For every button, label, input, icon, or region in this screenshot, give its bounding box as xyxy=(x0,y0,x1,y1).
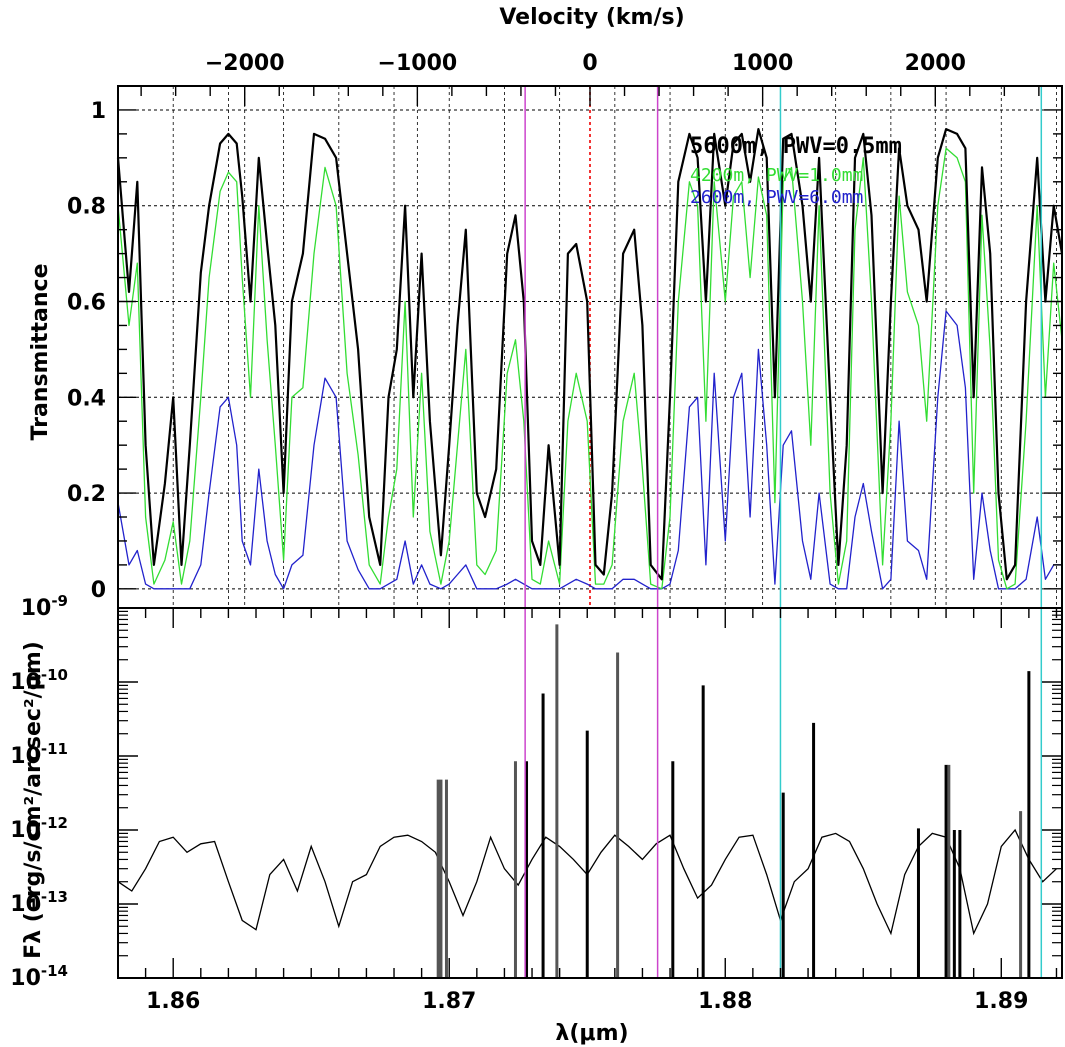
wavelength-tick-label: 1.86 xyxy=(146,989,200,1014)
flux-tick-label: 10-13 xyxy=(10,888,68,917)
series-line-5600m xyxy=(116,128,1064,581)
series-line-2600m xyxy=(117,310,1062,590)
velocity-tick-label: 1000 xyxy=(732,51,793,76)
series-line-4200m xyxy=(117,147,1063,590)
legend-entry-4200m: 4200m, PWV=1.0mm xyxy=(690,165,863,186)
flux-axis-title: Fλ (erg/s/cm²/arcsec²/μm) xyxy=(21,641,46,959)
wavelength-tick-label: 1.89 xyxy=(974,989,1028,1014)
flux-emission-lines xyxy=(436,624,1031,978)
flux-frame xyxy=(117,607,1063,979)
velocity-tick-label: 2000 xyxy=(905,51,966,76)
velocity-tick-label: −1000 xyxy=(378,51,458,76)
legend-entry-2600m: 2600m, PWV=6.0mm xyxy=(690,187,863,208)
flux-tick-label: 10-9 xyxy=(21,592,68,621)
transmittance-tick-label: 0.2 xyxy=(67,482,106,507)
transmittance-series xyxy=(116,128,1064,590)
velocity-tick-label: 0 xyxy=(582,51,597,76)
wavelength-tick-label: 1.87 xyxy=(422,989,476,1014)
transmittance-tick-label: 0.6 xyxy=(67,291,106,316)
transmittance-tick-label: 0.4 xyxy=(67,386,106,411)
flux-tick-label: 10-11 xyxy=(10,740,68,769)
transmittance-tick-label: 0 xyxy=(91,578,106,603)
transmittance-tick-label: 1 xyxy=(91,99,106,124)
wavelength-markers xyxy=(524,86,1043,978)
transmittance-tick-label: 0.8 xyxy=(67,195,106,220)
axis-tick-labels: −2000 −1000 0 1000 2000 0 0.2 0.4 0.6 0.8 1 1.86 1.8… xyxy=(10,51,1028,1014)
wavelength-axis-title: λ(μm) xyxy=(555,1021,628,1046)
legend-entry-5600m: 5600m, PWV=0.5mm xyxy=(690,134,902,159)
axis-ticks xyxy=(117,86,1062,979)
transmittance-axis-title: Transmittance xyxy=(28,263,53,440)
velocity-tick-label: −2000 xyxy=(205,51,285,76)
flux-tick-label: 10-14 xyxy=(10,962,68,991)
wavelength-tick-label: 1.88 xyxy=(698,989,752,1014)
velocity-axis-title: Velocity (km/s) xyxy=(499,5,684,30)
